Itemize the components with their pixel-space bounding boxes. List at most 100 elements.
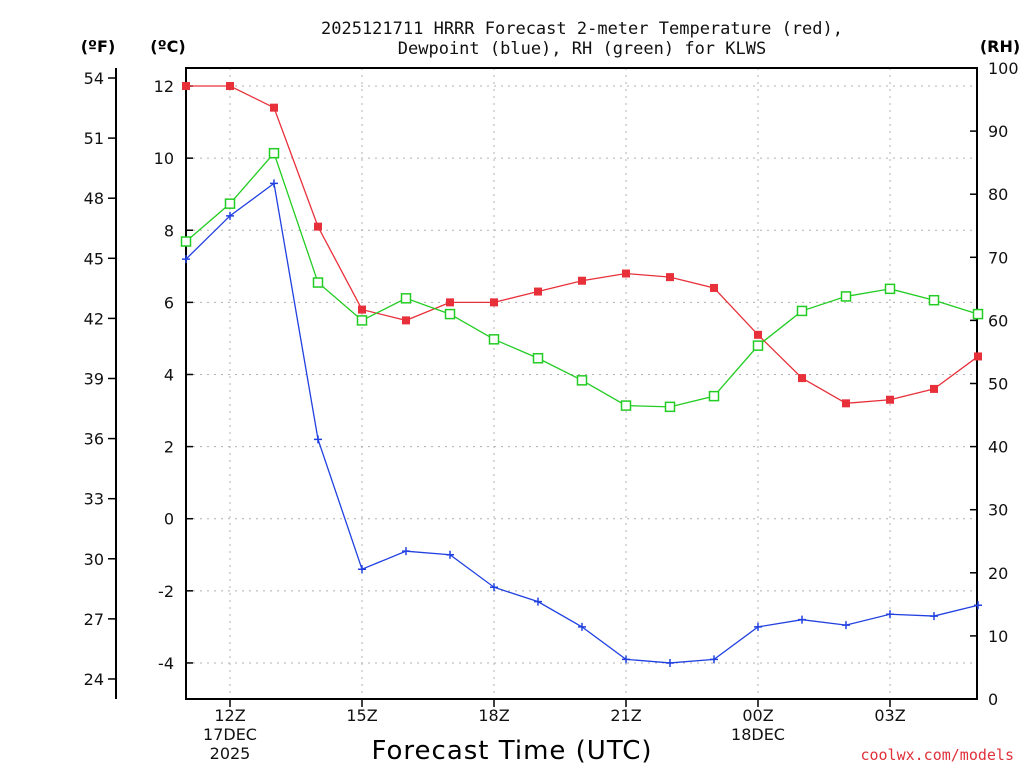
credit-text: coolwx.com/models	[860, 746, 1014, 764]
dewpoint-point	[446, 550, 454, 559]
rh-tick-label: 10	[988, 627, 1008, 646]
temperature-point	[930, 384, 938, 393]
temperature-point	[226, 82, 234, 91]
celsius-tick-label: 8	[164, 221, 174, 240]
temperature-point	[490, 298, 498, 307]
dewpoint-point	[622, 655, 630, 664]
fahrenheit-axis: 24 27 30 33 36 39 42 45 48 51 54	[84, 68, 117, 699]
temperature-point	[974, 352, 982, 361]
dewpoint-point	[314, 435, 322, 444]
dewpoint-point	[798, 615, 806, 624]
temperature-point	[710, 283, 718, 292]
dewpoint-point	[490, 583, 498, 592]
rh-point	[576, 375, 588, 386]
fahrenheit-tick-label: 42	[84, 309, 104, 328]
celsius-tick-label: 0	[164, 510, 174, 529]
series-layer	[180, 82, 984, 667]
dewpoint-point	[402, 547, 410, 556]
dewpoint-point	[534, 597, 542, 606]
dewpoint-point	[358, 565, 366, 574]
rh-point	[224, 198, 236, 209]
x-tick-label: 21Z	[610, 706, 641, 725]
x-tick-label: 03Z	[874, 706, 905, 725]
temperature-point	[358, 305, 366, 314]
dewpoint-point	[226, 211, 234, 220]
celsius-unit-label: (ºC)	[150, 37, 185, 56]
celsius-tick-label: 12	[154, 77, 174, 96]
rh-unit-label: (RH)	[980, 37, 1020, 56]
celsius-tick-label: -2	[158, 582, 174, 601]
temperature-point	[666, 273, 674, 282]
rh-tick-label: 30	[988, 501, 1008, 520]
rh-point	[400, 293, 412, 304]
chart-title-line-2: Dewpoint (blue), RH (green) for KLWS	[398, 39, 766, 59]
fahrenheit-tick-label: 27	[84, 610, 104, 629]
chart-title-line-1: 2025121711 HRRR Forecast 2-meter Tempera…	[321, 19, 843, 39]
temperature-point	[446, 298, 454, 307]
celsius-axis: -4 -2 0 2 4 6 8 10 12	[154, 77, 193, 673]
rh-point	[796, 305, 808, 317]
dewpoint-point	[270, 179, 278, 188]
temperature-point	[534, 287, 542, 296]
rh-tick-label: 50	[988, 375, 1008, 394]
temperature-point	[270, 103, 278, 112]
fahrenheit-tick-label: 30	[84, 550, 104, 569]
dewpoint-point	[886, 610, 894, 619]
temperature-point	[182, 82, 190, 91]
rh-point	[180, 236, 192, 247]
dewpoint-point	[930, 612, 938, 621]
temperature-point	[622, 269, 630, 278]
rh-point	[928, 294, 940, 306]
fahrenheit-tick-label: 51	[84, 129, 104, 148]
rh-point	[884, 283, 896, 295]
temperature-point	[842, 399, 850, 408]
x-tick-label: 17DEC	[203, 725, 257, 744]
temperature-point	[578, 276, 586, 285]
fahrenheit-tick-label: 45	[84, 249, 104, 268]
temperature-point	[754, 330, 762, 339]
x-tick-label: 2025	[210, 744, 251, 763]
fahrenheit-tick-label: 39	[84, 369, 104, 388]
rh-point	[444, 308, 456, 320]
rh-point	[708, 390, 720, 402]
rh-point	[664, 401, 676, 413]
rh-point	[620, 400, 632, 411]
fahrenheit-tick-label: 48	[84, 189, 104, 208]
dewpoint-point	[666, 658, 674, 667]
dewpoint-point	[182, 255, 190, 264]
x-tick-label: 15Z	[346, 706, 377, 725]
fahrenheit-tick-label: 24	[84, 670, 104, 689]
celsius-tick-label: 10	[154, 149, 174, 168]
x-tick-label: 12Z	[214, 706, 245, 725]
x-tick-label: 18DEC	[731, 725, 785, 744]
x-tick-label: 18Z	[478, 706, 509, 725]
dewpoint-point	[754, 622, 762, 631]
dewpoint-point	[974, 601, 982, 610]
rh-tick-label: 90	[988, 122, 1008, 141]
rh-tick-label: 100	[988, 59, 1019, 78]
dewpoint-point	[578, 622, 586, 631]
rh-axis: 0 10 20 30 40 50 60 70 80 90 100	[970, 59, 1019, 709]
plot-frame	[185, 67, 978, 700]
grid-lines	[186, 68, 977, 699]
rh-point	[972, 308, 984, 320]
celsius-tick-label: 4	[164, 365, 174, 384]
fahrenheit-tick-label: 54	[84, 69, 104, 88]
rh-point	[488, 334, 500, 345]
dewpoint-point	[710, 655, 718, 664]
x-axis-title: Forecast Time (UTC)	[371, 736, 652, 766]
rh-point	[840, 291, 852, 302]
temperature-point	[402, 316, 410, 325]
celsius-tick-label: 2	[164, 438, 174, 457]
x-tick-label: 00Z	[742, 706, 773, 725]
dewpoint-point	[842, 621, 850, 630]
rh-point	[532, 353, 544, 364]
rh-tick-label: 70	[988, 248, 1008, 267]
rh-tick-label: 40	[988, 438, 1008, 457]
temperature-point	[886, 395, 894, 404]
fahrenheit-tick-label: 33	[84, 490, 104, 509]
rh-tick-label: 0	[988, 690, 998, 709]
rh-tick-label: 20	[988, 564, 1008, 583]
